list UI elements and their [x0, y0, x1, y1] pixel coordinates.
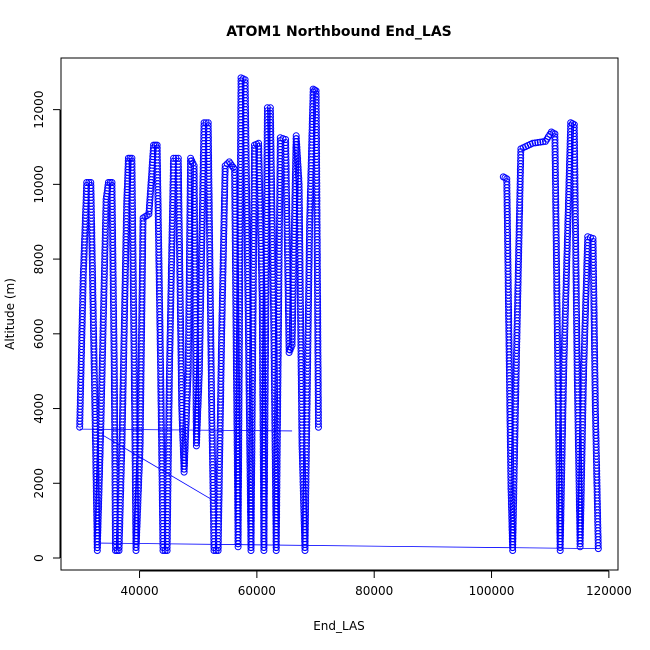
data-point — [536, 138, 544, 146]
data-point — [567, 122, 575, 130]
data-point — [139, 217, 147, 225]
data-point — [314, 420, 322, 428]
y-axis-label: Altitude (m) — [3, 278, 17, 350]
y-tick-label: 0 — [32, 554, 46, 562]
data-point — [529, 139, 537, 147]
data-point — [594, 545, 602, 553]
connector-line — [98, 542, 598, 550]
y-tick-label: 8000 — [32, 244, 46, 275]
chart-title: ATOM1 Northbound End_LAS — [226, 24, 452, 40]
x-tick-label: 120000 — [586, 584, 632, 598]
plot-frame — [60, 57, 619, 571]
data-point — [223, 160, 231, 168]
data-point — [237, 77, 245, 85]
data-point — [229, 164, 237, 171]
data-point — [534, 139, 542, 146]
y-tick-label: 2000 — [32, 468, 46, 499]
data-point — [251, 144, 258, 152]
data-point — [547, 128, 555, 136]
x-tick-label: 100000 — [469, 584, 515, 598]
data-point — [143, 212, 151, 219]
x-tick-label: 40000 — [120, 584, 158, 598]
data-point — [594, 542, 602, 550]
connector-lines — [79, 428, 598, 550]
data-points — [76, 74, 602, 554]
y-tick-label: 10000 — [32, 165, 46, 203]
y-tick-label: 12000 — [32, 91, 46, 129]
x-axis-label: End_LAS — [313, 619, 365, 633]
y-axis: 0 2000 4000 6000 8000 10000 12000 — [32, 91, 61, 562]
x-tick-label: 60000 — [238, 584, 276, 598]
y-tick-label: 6000 — [32, 319, 46, 350]
x-axis: 40000 60000 80000 100000 120000 — [120, 570, 632, 598]
x-tick-label: 80000 — [355, 584, 393, 598]
data-point — [314, 423, 322, 431]
y-tick-label: 4000 — [32, 393, 46, 424]
data-point — [531, 139, 539, 147]
data-point — [311, 86, 319, 94]
